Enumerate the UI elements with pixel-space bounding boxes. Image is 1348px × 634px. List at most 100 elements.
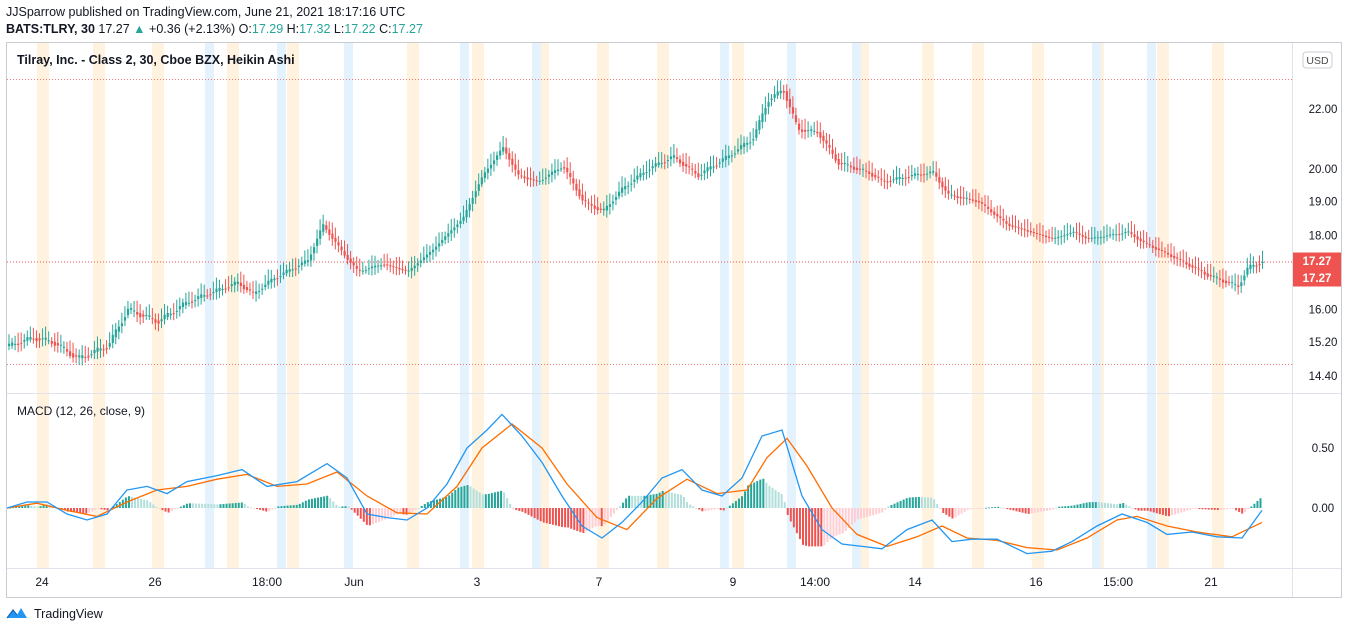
chart-header: JJSparrow published on TradingView.com, … [6, 4, 423, 38]
macd-histogram-bar [265, 508, 268, 512]
macd-histogram-bar [1091, 502, 1094, 508]
candle-body [1090, 237, 1093, 239]
macd-histogram-bar [933, 499, 936, 508]
price-chart[interactable]: 22.00 20.00 19.00 18.00 16.00 15.20 14.40 17.27… [6, 43, 1341, 597]
candle-body [584, 200, 587, 202]
candle-body [331, 233, 334, 239]
candle-body [1041, 234, 1045, 236]
macd-histogram-bar [149, 502, 152, 508]
macd-histogram-bar [872, 508, 875, 516]
candle-body [1011, 225, 1014, 227]
candle-body [1237, 285, 1240, 288]
candle-body [575, 183, 578, 191]
candle-body [169, 313, 172, 316]
macd-histogram-bar [988, 507, 991, 509]
candle-body [520, 175, 523, 177]
candle-body [1157, 248, 1161, 251]
candle-body [672, 155, 676, 158]
session-band [152, 43, 164, 568]
session-band [407, 43, 419, 568]
candle-body [319, 230, 322, 239]
macd-histogram-bar [1088, 502, 1091, 508]
macd-histogram-bar [301, 502, 304, 508]
currency-badge[interactable]: USD [1302, 51, 1333, 69]
candle-body [288, 269, 291, 272]
candle-body [517, 170, 520, 175]
macd-histogram-bar [243, 503, 246, 508]
macd-histogram-bar [814, 508, 817, 547]
candle-body [736, 149, 740, 152]
candle-body [1023, 229, 1026, 231]
macd-histogram-bar [768, 485, 771, 508]
candle-body [865, 170, 868, 172]
macd-histogram-bar [997, 506, 1000, 508]
axes: 22.00 20.00 19.00 18.00 16.00 15.20 14.40 17.27… [35, 104, 1341, 589]
macd-histogram-bar [85, 508, 88, 514]
macd-histogram-bar [1222, 508, 1225, 510]
candle-body [181, 302, 185, 308]
candle-body [977, 200, 981, 203]
candle-body [227, 287, 230, 289]
candles [8, 80, 1264, 366]
low-label: L: [333, 22, 345, 36]
macd-histogram-bar [701, 508, 704, 512]
macd-histogram-bar [597, 508, 600, 526]
chart-frame[interactable]: 22.00 20.00 19.00 18.00 16.00 15.20 14.40 17.27… [6, 42, 1342, 598]
macd-histogram-bar [710, 508, 713, 511]
macd-histogram-bar [1097, 502, 1100, 508]
macd-histogram-bar [1061, 506, 1064, 508]
macd-histogram-bar [420, 506, 423, 508]
candle-body [361, 270, 364, 272]
macd-histogram-bar [1116, 504, 1119, 508]
candle-body [947, 190, 950, 194]
candle-body [47, 340, 50, 342]
macd-histogram-bar [680, 494, 682, 508]
candle-body [294, 268, 297, 270]
macd-histogram-bar [478, 492, 481, 508]
candle-body [352, 262, 355, 266]
candle-body [682, 161, 685, 166]
macd-histogram-bar [1225, 508, 1228, 510]
macd-histogram-bar [826, 508, 829, 543]
candle-body [456, 224, 459, 228]
macd-histogram-bar [405, 508, 408, 515]
candle-body [788, 99, 791, 108]
candle-body [797, 123, 801, 130]
candle-body [557, 169, 560, 171]
macd-histogram-bar [564, 508, 567, 528]
macd-histogram-bar [603, 508, 606, 525]
candle-body [1212, 275, 1215, 277]
candle-body [20, 342, 23, 344]
candle-body [1075, 232, 1078, 234]
candle-body [1029, 231, 1032, 233]
macd-histogram-bar [817, 508, 820, 547]
macd-histogram-bar [686, 502, 689, 508]
candle-body [505, 147, 508, 154]
macd-histogram-bar [466, 485, 469, 508]
candle-body [880, 178, 883, 180]
macd-histogram-bar [356, 508, 359, 516]
macd-histogram-bar [1079, 503, 1082, 508]
candle-body [337, 242, 340, 246]
candle-body [273, 278, 276, 281]
candle-body [419, 260, 422, 263]
candle-body [245, 287, 249, 291]
candle-body [325, 225, 328, 230]
session-band [205, 43, 214, 568]
candle-body [1038, 233, 1042, 235]
candle-body [215, 288, 218, 293]
candle-body [157, 320, 160, 324]
macd-histogram-bar [756, 481, 759, 508]
macd-histogram-bar [439, 498, 442, 508]
candle-body [1133, 234, 1136, 237]
macd-histogram-bar [612, 508, 615, 514]
candle-body [111, 334, 114, 344]
macd-histogram-bar [158, 508, 161, 509]
time-tick-label: 16 [1029, 575, 1043, 589]
candle-body [898, 176, 901, 179]
macd-histogram-bar [1171, 508, 1174, 516]
session-band [1157, 43, 1169, 568]
candle-body [187, 302, 191, 304]
current-price-badge [1293, 252, 1341, 270]
macd-histogram-bar [1039, 508, 1042, 512]
